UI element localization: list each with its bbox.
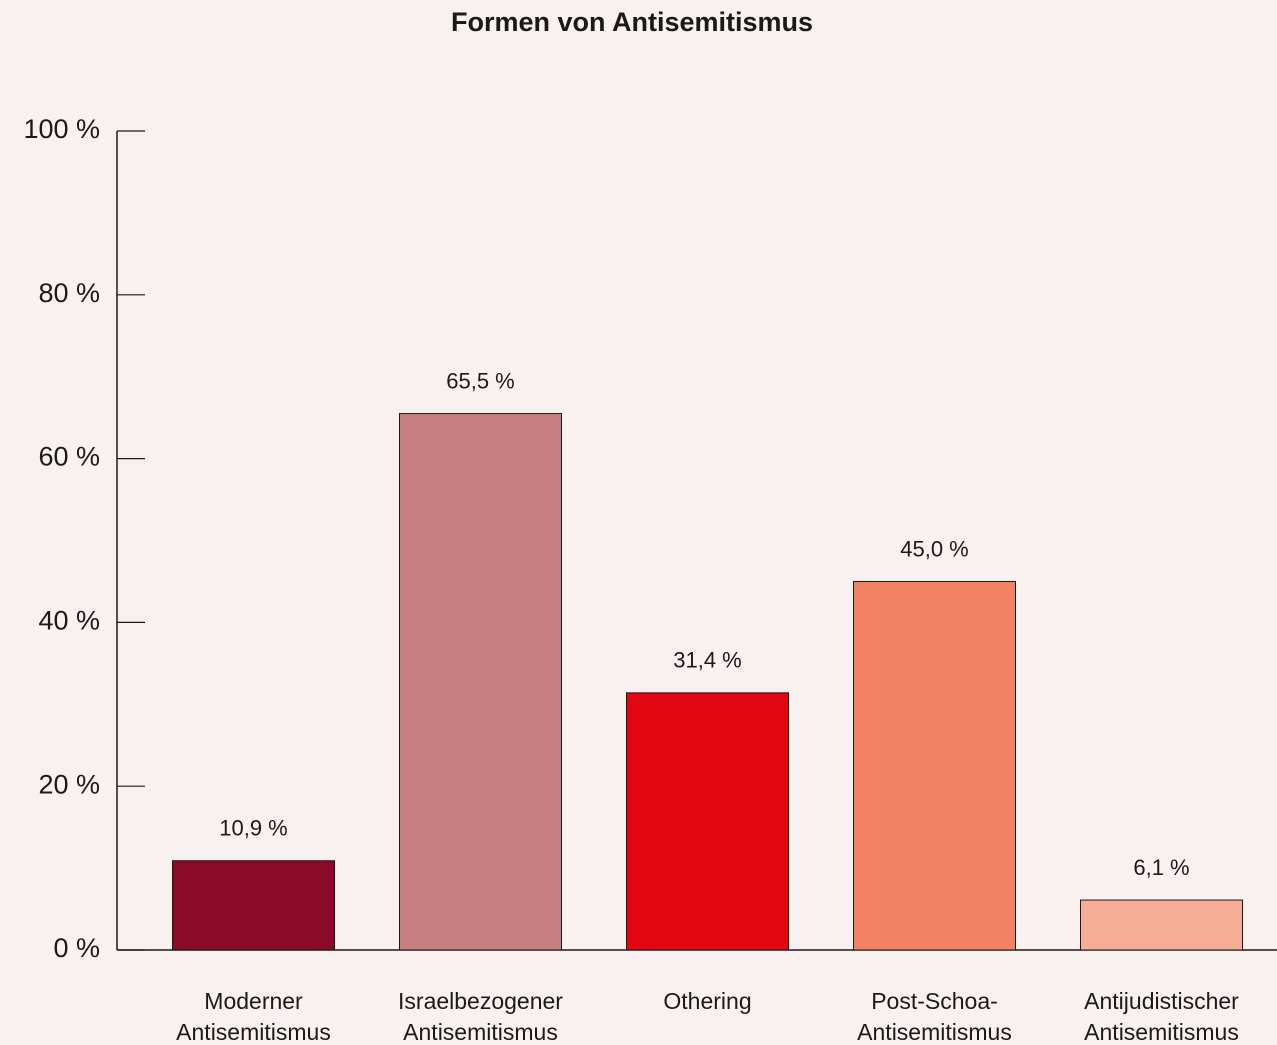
x-tick-label: Post-Schoa-Antisemitismus — [857, 988, 1012, 1045]
y-tick-label: 40 % — [38, 606, 100, 636]
bar — [399, 413, 562, 951]
value-label: 6,1 % — [1133, 855, 1189, 880]
bar — [1080, 899, 1243, 951]
x-tick-label: Moderner Antisemitismus — [176, 988, 331, 1045]
y-tick-label: 20 % — [38, 769, 100, 799]
bar — [172, 860, 335, 951]
x-tick-label: Israelbezogener Antisemitismus — [398, 988, 563, 1045]
value-label: 31,4 % — [673, 648, 742, 673]
y-tick-label: 100 % — [23, 114, 100, 144]
y-tick-label: 80 % — [38, 278, 100, 308]
chart-title: Formen von Antisemitismus — [451, 7, 813, 37]
x-tick-label: Othering — [663, 988, 752, 1014]
bar — [626, 692, 789, 951]
y-tick-label: 0 % — [53, 933, 100, 963]
value-label: 10,9 % — [219, 816, 288, 841]
x-tick-label: Antijudistischer Antisemitismus — [1084, 988, 1239, 1045]
y-tick-label: 60 % — [38, 442, 100, 472]
value-label: 65,5 % — [446, 368, 515, 393]
value-label: 45,0 % — [900, 536, 969, 561]
bar — [853, 580, 1016, 951]
